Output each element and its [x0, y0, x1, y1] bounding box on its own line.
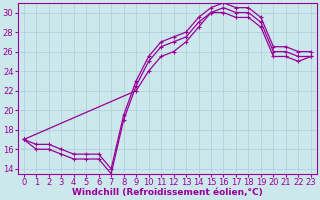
X-axis label: Windchill (Refroidissement éolien,°C): Windchill (Refroidissement éolien,°C)	[72, 188, 263, 197]
